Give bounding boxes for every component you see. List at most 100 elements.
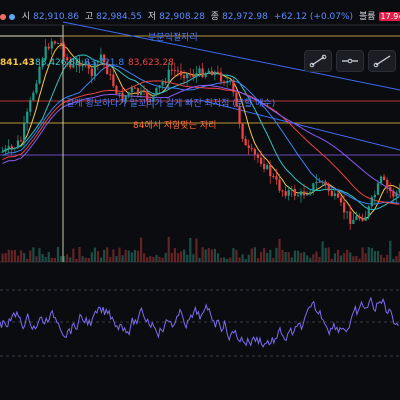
candle-body [72,65,75,68]
candle-body [210,70,213,76]
candle-body [183,75,186,79]
candle-body [386,179,389,187]
candle-body [56,42,60,44]
candle-body [336,193,340,198]
volume-bar [392,258,395,262]
volume-bar [127,250,130,262]
volume-bar [161,257,164,262]
ohlc-legend: 시 82,910.86 고 82,984.55 저 82,908.28 종 82,972… [0,9,400,23]
volume-bar [173,248,177,262]
candle-body [173,70,177,72]
symbol-dot-icon [9,13,15,20]
volume-bar [303,252,306,262]
high-label: 고 [84,12,94,22]
volume-bar [90,252,93,262]
candle-body [146,91,149,101]
candle-body [136,88,140,95]
volume-bar [81,256,84,262]
candle-body [26,111,29,124]
volume-bar [210,249,213,262]
rsi-panel [0,289,400,357]
candle-body [195,73,198,77]
descending-trendline [62,21,400,91]
candle-body [250,148,253,150]
volume-bar [10,250,13,262]
volume-bar [216,253,220,262]
symbol-status-icon [0,13,6,20]
volume-bar [259,252,263,262]
candle-body [127,92,130,96]
volume-bar [99,257,103,262]
candle-body [167,69,170,83]
volume-bar [149,256,152,262]
candle-body [50,41,53,49]
volume-bar [358,258,361,262]
candle-body [333,193,337,196]
volume-value: 17.94 [378,12,400,21]
volume-bar [192,254,195,262]
volume-bar [306,255,309,262]
volume-bar [398,251,400,262]
candle-body [10,146,13,149]
volume-bar [4,253,7,262]
candle-body [266,165,269,170]
candle-body [41,59,44,67]
candle-body [373,194,377,198]
candle-body [293,188,297,196]
volume-bar [355,255,358,262]
candle-body [296,195,300,197]
candle-body [47,46,50,49]
trendline-icon [309,54,327,68]
volume-bars [1,236,400,262]
candle-body [223,81,226,84]
volume-bar [207,247,210,262]
candle-body [256,154,260,158]
volume-bar [299,252,303,262]
volume-bar [96,251,100,262]
change-value: +62.12 (+0.07%) [273,12,354,22]
volume-bar [103,249,106,262]
volume-bar [155,254,158,262]
ma2-label: 83,721.8 [84,58,125,68]
candle-body [130,87,133,93]
candle-body [93,62,97,76]
volume-bar [13,249,17,262]
volume-bar [343,253,346,262]
candle-body [133,87,137,89]
candle-body [66,57,69,61]
high-value: 82,984.55 [96,12,142,22]
volume-bar [201,247,204,262]
volume-bar [266,252,269,262]
volume-bar [324,247,327,262]
descending-trendline-2 [199,99,400,151]
volume-bar [115,256,118,262]
candle-body [13,147,17,149]
low-value: 82,908.28 [159,12,205,22]
candle-body [198,68,201,74]
candle-body [290,188,293,191]
candle-body [90,68,93,76]
volume-bar [69,257,72,262]
volume-bar [72,248,75,262]
left-price-label: 841.43 [0,58,35,68]
volume-bar [143,253,146,262]
ray-tool-button[interactable] [368,50,396,72]
candle-body [244,138,247,146]
trendline-tool-button[interactable] [304,50,332,72]
candle-body [69,60,72,68]
volume-bar [106,247,109,262]
candle-body [155,87,158,96]
candle-body [189,73,192,76]
candle-body [75,62,78,66]
volume-bar [287,252,290,262]
candle-body [158,85,161,88]
volume-bar [164,252,167,262]
volume-bar [290,257,293,262]
volume-bar [158,256,161,262]
volume-bar [32,247,35,262]
horizontal-line-tool-button[interactable] [336,50,364,72]
volume-bar [23,253,26,262]
open-label: 시 [21,12,31,22]
candle-body [398,188,400,193]
